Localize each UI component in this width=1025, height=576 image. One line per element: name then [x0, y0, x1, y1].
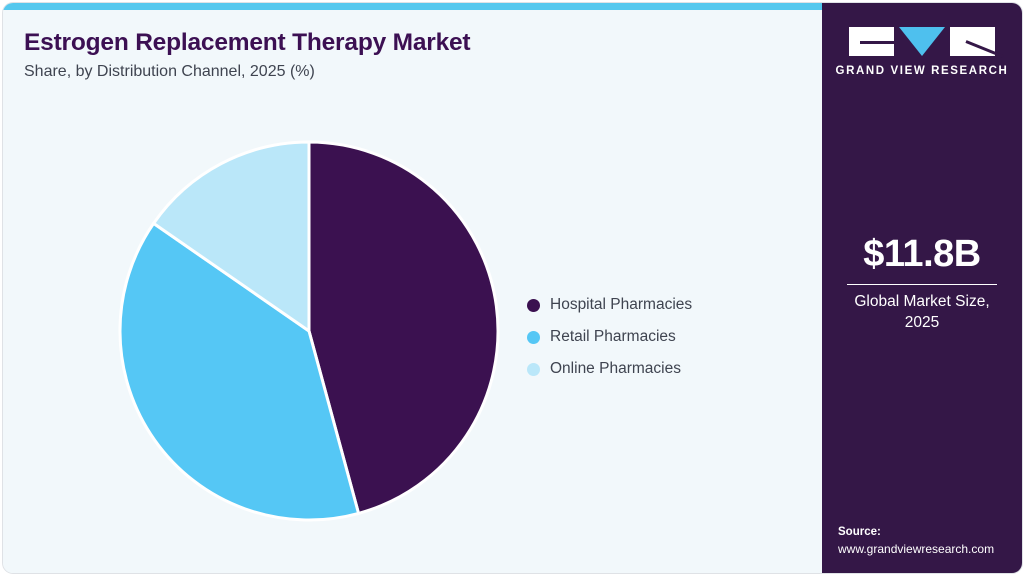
- source-block: Source: www.grandviewresearch.com: [838, 524, 1022, 557]
- logo-letter-g-icon: [849, 27, 894, 56]
- legend-item-label: Hospital Pharmacies: [550, 296, 693, 313]
- infographic-card: Estrogen Replacement Therapy Market Shar…: [3, 3, 1022, 573]
- page-title: Estrogen Replacement Therapy Market: [24, 29, 471, 56]
- pie-slice-group: [118, 140, 500, 522]
- legend-item-label: Retail Pharmacies: [550, 328, 676, 345]
- pie-slice[interactable]: [307, 140, 500, 515]
- brand-logo: GRAND VIEW RESEARCH: [822, 27, 1022, 77]
- logo-letter-v-triangle-icon: [899, 27, 945, 56]
- legend-item-hospital-pharmacies[interactable]: Hospital Pharmacies: [527, 289, 777, 321]
- market-size-caption: Global Market Size, 2025: [854, 292, 990, 331]
- page-subtitle: Share, by Distribution Channel, 2025 (%): [24, 63, 315, 80]
- legend-item-retail-pharmacies[interactable]: Retail Pharmacies: [527, 321, 777, 353]
- market-size-value: $11.8B: [863, 233, 981, 275]
- legend-swatch-icon: [527, 362, 540, 376]
- chart-legend: Hospital Pharmacies Retail Pharmacies On…: [527, 289, 777, 385]
- market-size-stat: $11.8B Global Market Size, 2025: [822, 233, 1022, 333]
- pie-slice[interactable]: [118, 221, 361, 522]
- brand-name: GRAND VIEW RESEARCH: [835, 65, 1009, 77]
- legend-swatch-icon: [527, 298, 540, 312]
- legend-swatch-icon: [527, 330, 540, 344]
- chart-pane: Estrogen Replacement Therapy Market Shar…: [3, 3, 822, 573]
- legend-item-online-pharmacies[interactable]: Online Pharmacies: [527, 353, 777, 385]
- brand-sidebar: GRAND VIEW RESEARCH $11.8B Global Market…: [822, 3, 1022, 573]
- legend-item-label: Online Pharmacies: [550, 360, 681, 377]
- logo-marks: [822, 27, 1022, 56]
- accent-top-strip: [3, 3, 822, 10]
- stat-divider: [847, 283, 997, 285]
- pie-chart-svg: [118, 140, 500, 522]
- source-label: Source:: [838, 526, 881, 539]
- source-url[interactable]: www.grandviewresearch.com: [838, 541, 995, 556]
- logo-letter-r-icon: [950, 27, 995, 56]
- pie-chart: [117, 139, 501, 523]
- pie-slice[interactable]: [152, 140, 311, 333]
